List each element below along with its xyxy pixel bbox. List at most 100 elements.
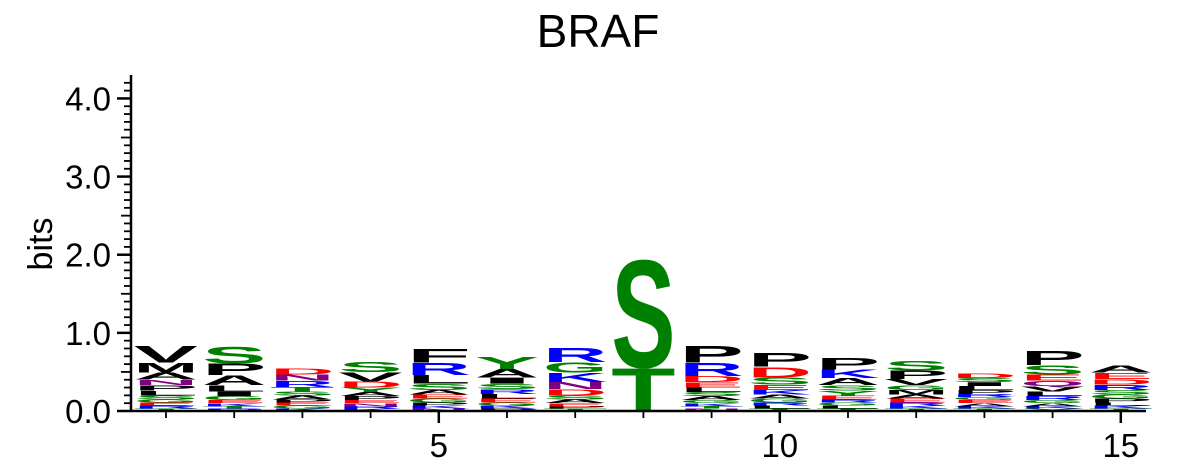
logo-letter-A: A xyxy=(270,394,334,400)
logo-letter-A: A xyxy=(475,367,539,380)
y-tick-label: 3.0 xyxy=(65,159,111,196)
logo-letter-R: R xyxy=(407,359,471,379)
logo-letter-I: I xyxy=(202,390,266,397)
logo-letter-E: E xyxy=(816,394,880,400)
letter-stacks: TREGSLPNAMVRTKEGILAPSKGEPASTRNDKRNEPAYDV… xyxy=(134,229,1153,424)
letter-stack-5: NKPGEASLRF xyxy=(407,345,471,411)
logo-letter-T: T xyxy=(202,406,266,410)
logo-letter-A: A xyxy=(680,395,744,401)
logo-letter-K: K xyxy=(1089,405,1153,410)
logo-letter-R: R xyxy=(475,388,539,395)
letter-stack-1: TREGSLPNAMV xyxy=(134,341,198,412)
logo-letter-K: K xyxy=(1021,406,1085,410)
logo-letter-P: P xyxy=(680,341,744,368)
logo-letter-D: D xyxy=(748,364,812,381)
logo-letter-L: L xyxy=(202,384,266,394)
y-tick-label: 2.0 xyxy=(65,237,111,274)
y-axis-label: bits xyxy=(22,218,60,271)
logo-letter-P: P xyxy=(270,399,334,404)
y-tick-label: 0.0 xyxy=(65,393,111,430)
x-tick-label: 5 xyxy=(430,427,448,464)
logo-letter-G: G xyxy=(543,359,607,376)
letter-stack-8: TS xyxy=(611,229,675,424)
logo-letter-E: E xyxy=(884,398,948,404)
logo-letter-A: A xyxy=(748,394,812,400)
logo-letter-G: G xyxy=(1021,399,1085,404)
logo-letter-V: V xyxy=(884,377,948,387)
logo-letter-G: G xyxy=(952,396,1016,401)
logo-letter-A: A xyxy=(1021,402,1085,407)
logo-letter-L: L xyxy=(680,386,744,393)
logo-letter-E: E xyxy=(1089,371,1153,381)
logo-letter-M: M xyxy=(884,389,948,396)
logo-letter-L: L xyxy=(748,405,812,410)
logo-letter-R: R xyxy=(134,405,198,410)
logo-letter-R: R xyxy=(884,402,948,407)
logo-letter-S: S xyxy=(202,342,266,369)
logo-letter-P: P xyxy=(952,389,1016,395)
letter-stack-4: KRNEPAYDVS xyxy=(339,358,403,411)
logo-letter-P: P xyxy=(407,402,471,407)
logo-letter-N: N xyxy=(270,373,334,383)
logo-letter-A: A xyxy=(202,373,266,389)
logo-letter-A: A xyxy=(816,377,880,388)
logo-letter-K: K xyxy=(816,368,880,381)
letter-stack-6: PKGELRSIAY xyxy=(475,353,539,412)
logo-letter-T: T xyxy=(680,406,744,410)
logo-letter-E: E xyxy=(134,402,198,407)
logo-letter-I: I xyxy=(952,381,1016,387)
logo-letter-Y: Y xyxy=(816,390,880,397)
logo-letter-R: R xyxy=(748,402,812,407)
logo-letter-E: E xyxy=(407,394,471,400)
logo-letter-A: A xyxy=(407,389,471,396)
logo-letter-E: E xyxy=(543,402,607,407)
logo-letter-R: R xyxy=(1021,395,1085,401)
letter-stack-12: TKREAMGVPS xyxy=(884,358,948,412)
logo-letter-D: D xyxy=(1089,378,1153,386)
logo-letter-G: G xyxy=(270,405,334,410)
logo-letter-S: S xyxy=(611,229,675,401)
logo-letter-S: S xyxy=(1021,363,1085,378)
logo-letter-A: A xyxy=(339,391,403,397)
logo-letter-D: D xyxy=(270,367,334,377)
x-tick-label: 15 xyxy=(1102,427,1139,464)
letter-stack-11: TLGREYSAKP xyxy=(816,355,880,412)
logo-letter-S: S xyxy=(339,358,403,375)
logo-letter-L: L xyxy=(475,393,539,400)
logo-letter-L: L xyxy=(1089,402,1153,407)
letter-stack-3: KGEPASTRND xyxy=(270,367,334,412)
logo-letter-L: L xyxy=(816,405,880,410)
logo-letter-P: P xyxy=(816,355,880,373)
logo-letter-K: K xyxy=(543,370,607,385)
logo-letter-G: G xyxy=(816,402,880,407)
logo-letter-R: R xyxy=(339,406,403,410)
logo-letter-S: S xyxy=(407,382,471,392)
logo-letter-K: K xyxy=(407,405,471,410)
logo-letter-G: G xyxy=(748,398,812,404)
logo-letter-V: V xyxy=(339,370,403,384)
logo-letter-A: A xyxy=(543,398,607,404)
logo-letter-S: S xyxy=(1089,389,1153,396)
logo-letter-K: K xyxy=(680,402,744,407)
logo-letter-E: E xyxy=(475,398,539,404)
logo-letter-S: S xyxy=(884,358,948,374)
letter-stack-9: NTKGASLEDRP xyxy=(680,341,744,412)
logo-letter-T: T xyxy=(270,386,334,393)
logo-letter-G: G xyxy=(134,399,198,404)
logo-letter-E: E xyxy=(748,383,812,391)
logo-letter-Y: Y xyxy=(475,353,539,373)
logo-letter-E: E xyxy=(1021,373,1085,383)
logo-letter-P: P xyxy=(339,395,403,401)
y-axis-ticks: 0.0 1.0 2.0 3.0 4.0 xyxy=(65,80,131,430)
logo-letter-R: R xyxy=(270,379,334,389)
logo-letter-P: P xyxy=(1089,398,1153,404)
logo-letter-K: K xyxy=(475,405,539,410)
logo-letter-E: E xyxy=(952,399,1016,404)
logo-letter-I: I xyxy=(475,376,539,386)
logo-letter-D: D xyxy=(680,374,744,384)
logo-letter-A: A xyxy=(952,402,1016,407)
logo-letter-P: P xyxy=(748,349,812,371)
logo-letter-S: S xyxy=(816,384,880,392)
logo-letter-S: S xyxy=(748,376,812,387)
